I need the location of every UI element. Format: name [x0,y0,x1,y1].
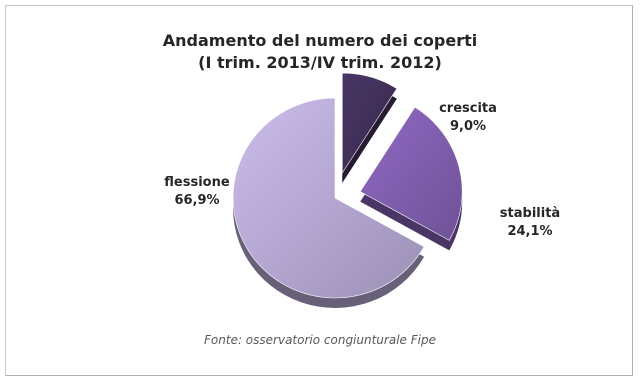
label-crescita-value: 9,0% [449,119,487,134]
label-flessione-value: 66,9% [174,193,220,208]
pie-slice-stabilità [359,106,463,241]
label-stabilita-name: stabilità [499,206,561,221]
label-stabilita: stabilità 24,1% [485,205,575,241]
chart-source: Fonte: osservatorio congiunturale Fipe [204,333,436,347]
chart-title-line-2: (I trim. 2013/IV trim. 2012) [198,53,442,72]
label-stabilita-value: 24,1% [507,224,553,239]
label-crescita-name: crescita [439,101,497,116]
pie-slice-flessione [232,97,425,299]
label-flessione-name: flessione [164,175,230,190]
chart-title-line-1: Andamento del numero dei coperti [162,31,478,50]
label-crescita: crescita 9,0% [428,100,508,136]
label-flessione: flessione 66,9% [152,174,242,210]
pie-slice-crescita [341,72,398,175]
